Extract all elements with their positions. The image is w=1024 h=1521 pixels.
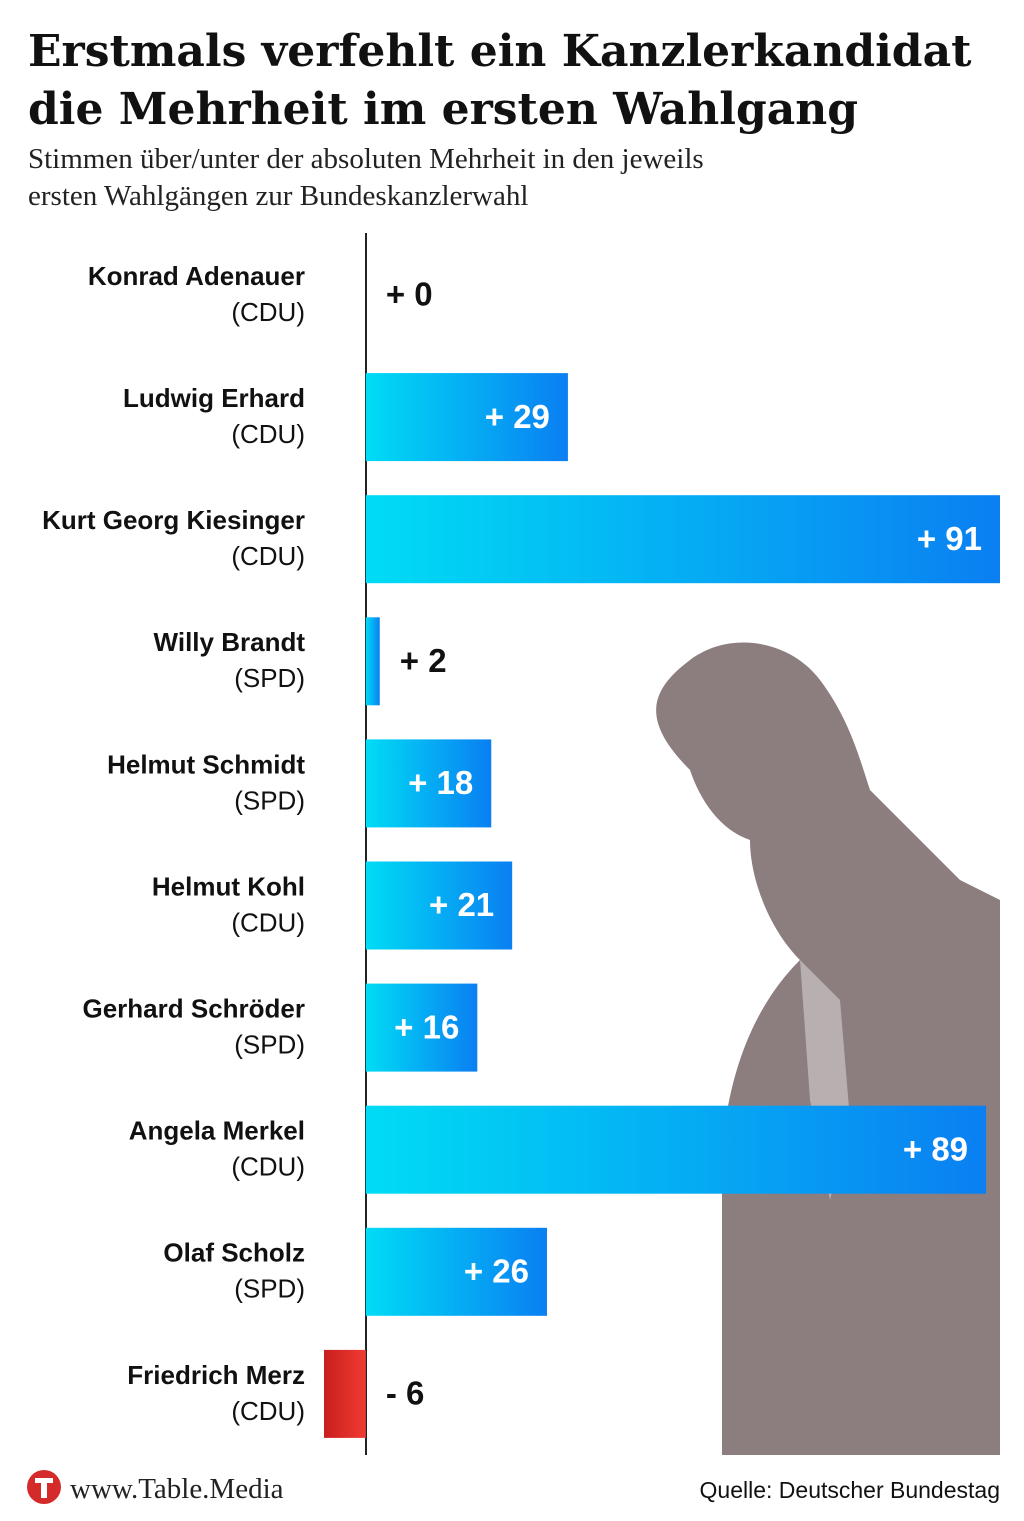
chart-subtitle: ersten Wahlgängen zur Bundeskanzlerwahl xyxy=(28,180,528,212)
party-label: (CDU) xyxy=(231,541,305,571)
category-label: Konrad Adenauer xyxy=(88,261,305,291)
bar xyxy=(365,373,568,462)
category-label: Helmut Kohl xyxy=(152,871,305,901)
category-label: Willy Brandt xyxy=(154,627,306,657)
category-label: Friedrich Merz xyxy=(127,1360,305,1390)
party-label: (CDU) xyxy=(231,1152,305,1182)
value-label: + 2 xyxy=(400,642,447,679)
brand: www.Table.Media xyxy=(70,1473,284,1505)
value-label: + 26 xyxy=(464,1253,529,1290)
chart-title: Erstmals verfehlt ein Kanzlerkandidat xyxy=(28,26,972,77)
bar xyxy=(365,617,380,706)
value-label: + 16 xyxy=(394,1008,459,1045)
party-label: (SPD) xyxy=(234,1274,305,1304)
party-label: (CDU) xyxy=(231,1396,305,1426)
category-label: Angela Merkel xyxy=(129,1116,305,1146)
value-label: - 6 xyxy=(386,1375,425,1412)
value-label: + 21 xyxy=(429,886,494,923)
party-label: (CDU) xyxy=(231,419,305,449)
value-label: + 89 xyxy=(903,1130,968,1167)
value-label: + 29 xyxy=(485,398,550,435)
bar xyxy=(365,1227,548,1316)
bar xyxy=(365,983,478,1072)
category-label: Helmut Schmidt xyxy=(107,749,305,779)
category-label: Kurt Georg Kiesinger xyxy=(42,505,305,535)
value-label: + 91 xyxy=(917,520,982,557)
party-label: (CDU) xyxy=(231,297,305,327)
category-label: Olaf Scholz xyxy=(163,1238,305,1268)
party-label: (CDU) xyxy=(231,907,305,937)
bar xyxy=(365,861,513,950)
source: Quelle: Deutscher Bundestag xyxy=(700,1477,1000,1503)
category-label: Gerhard Schröder xyxy=(82,993,305,1023)
chart-title: die Mehrheit im ersten Wahlgang xyxy=(28,84,858,135)
party-label: (SPD) xyxy=(234,663,305,693)
bar xyxy=(365,739,492,828)
bar xyxy=(324,1349,366,1438)
bar xyxy=(365,1105,987,1194)
party-label: (SPD) xyxy=(234,1029,305,1059)
category-label: Ludwig Erhard xyxy=(123,383,305,413)
photo xyxy=(656,642,1000,1455)
chart-subtitle: Stimmen über/unter der absoluten Mehrhei… xyxy=(28,143,704,175)
value-label: + 0 xyxy=(386,276,433,313)
logo-t xyxy=(35,1478,53,1498)
party-label: (SPD) xyxy=(234,785,305,815)
value-label: + 18 xyxy=(408,764,473,801)
bar xyxy=(365,495,1000,584)
